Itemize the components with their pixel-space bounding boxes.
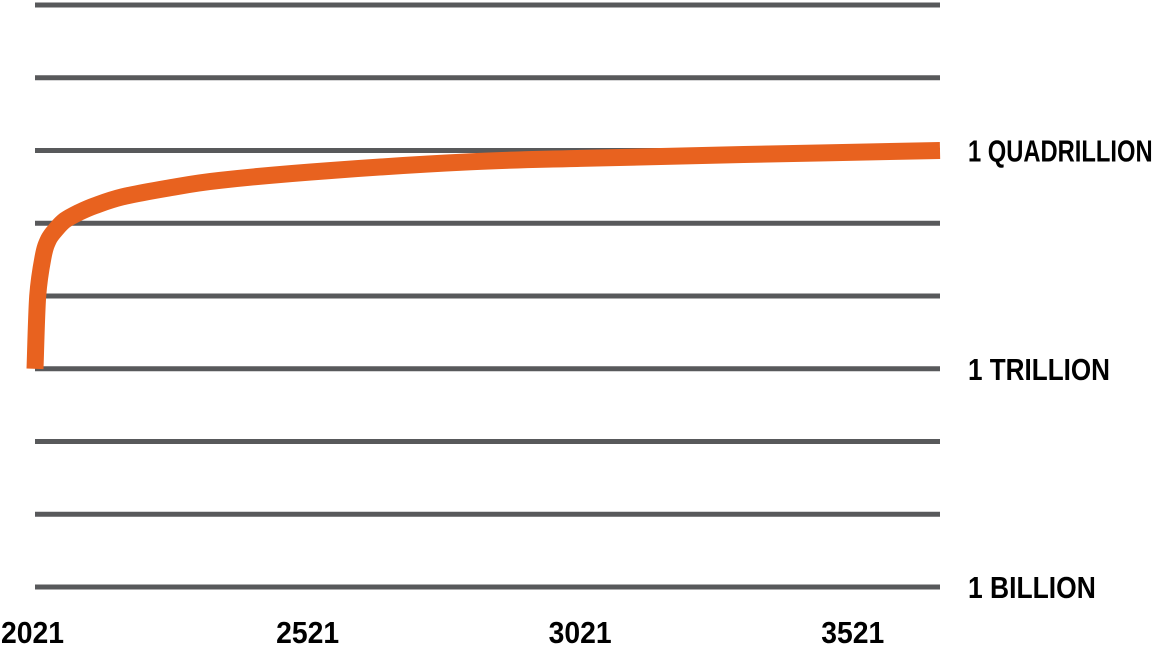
x-tick-label: 2521 [276,615,339,646]
series-lines [26,142,941,370]
x-tick-label: 3021 [549,615,612,646]
y-tick-label: 1 QUADRILLION [968,134,1153,169]
gridlines [35,2,940,590]
y-tick-labels: 1 BILLION 1 TRILLION 1 QUADRILLION [968,134,1153,606]
x-tick-label: 2021 [1,615,64,646]
x-tick-label: 3521 [821,615,884,646]
series-line [26,142,941,370]
y-tick-label: 1 BILLION [968,570,1096,605]
y-tick-label: 1 TRILLION [968,352,1110,387]
x-tick-labels: 2021 2521 3021 3521 [1,615,884,646]
